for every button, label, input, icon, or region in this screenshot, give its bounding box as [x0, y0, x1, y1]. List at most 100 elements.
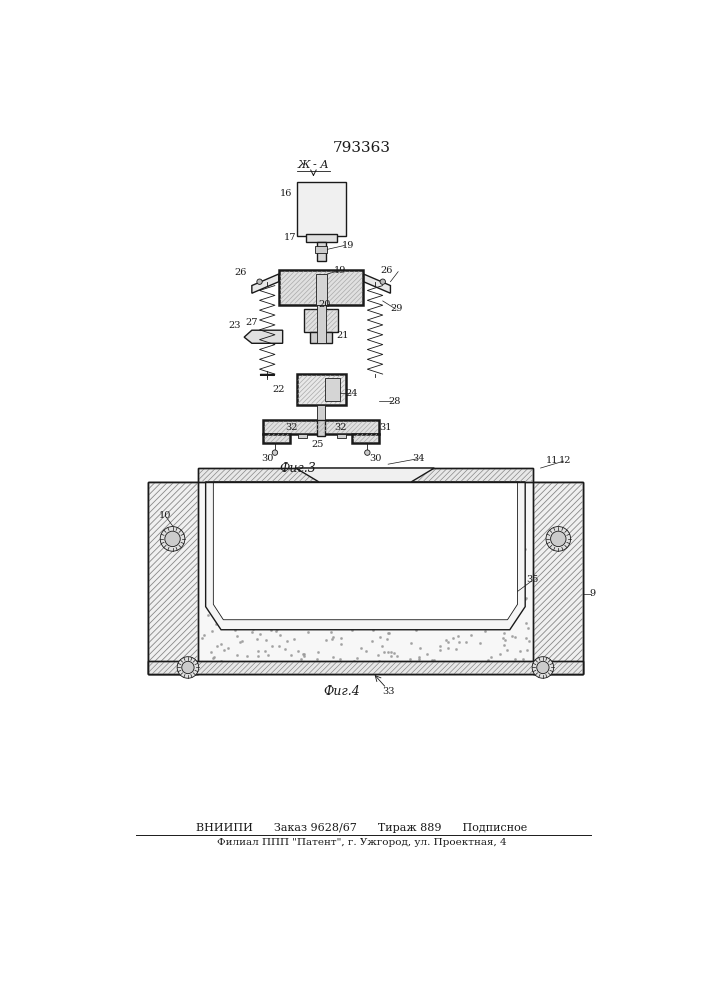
Point	[347, 599, 358, 615]
Point	[382, 625, 394, 641]
Point	[514, 599, 525, 615]
Point	[392, 648, 403, 664]
Point	[450, 520, 462, 536]
Point	[421, 615, 433, 631]
Point	[240, 577, 252, 593]
Bar	[352, 434, 379, 443]
Point	[462, 599, 474, 615]
Point	[346, 529, 358, 545]
Point	[422, 593, 433, 609]
Point	[209, 523, 221, 539]
Point	[358, 539, 369, 555]
Point	[322, 514, 333, 530]
Point	[296, 497, 308, 513]
Point	[426, 652, 438, 668]
Point	[407, 545, 418, 561]
Point	[398, 662, 409, 678]
Point	[480, 623, 491, 639]
Point	[404, 651, 415, 667]
Point	[478, 598, 489, 614]
Point	[426, 551, 437, 567]
Point	[342, 613, 354, 629]
Point	[231, 628, 243, 644]
Bar	[296, 374, 346, 405]
Point	[259, 522, 270, 538]
Point	[472, 559, 484, 575]
Point	[497, 630, 508, 646]
Point	[309, 498, 320, 514]
Point	[453, 634, 464, 650]
Bar	[310, 332, 332, 343]
Point	[356, 526, 367, 542]
Point	[380, 600, 391, 616]
Point	[334, 540, 346, 556]
Circle shape	[177, 657, 199, 678]
Point	[269, 516, 281, 532]
Point	[252, 648, 264, 664]
Point	[282, 484, 293, 500]
Point	[255, 548, 267, 564]
Point	[310, 655, 321, 671]
Point	[243, 527, 255, 543]
Point	[208, 649, 219, 665]
Bar	[533, 482, 583, 674]
Point	[415, 640, 426, 656]
Point	[206, 623, 218, 639]
Point	[281, 657, 292, 673]
Point	[275, 539, 286, 555]
Point	[262, 647, 274, 663]
Point	[276, 581, 288, 597]
Point	[460, 620, 471, 636]
Text: Фиг.4: Фиг.4	[324, 685, 361, 698]
Point	[255, 478, 266, 494]
Point	[277, 541, 288, 557]
Point	[496, 500, 508, 516]
Point	[327, 649, 339, 665]
Point	[416, 501, 427, 517]
Point	[378, 609, 390, 625]
Point	[288, 483, 300, 499]
Point	[362, 586, 373, 602]
Point	[216, 636, 227, 652]
Point	[243, 595, 254, 611]
Point	[352, 620, 363, 636]
Point	[334, 651, 346, 667]
Point	[425, 524, 436, 540]
Point	[225, 580, 236, 596]
Point	[498, 625, 510, 641]
Point	[455, 492, 467, 508]
Point	[280, 618, 291, 634]
Point	[366, 560, 378, 576]
Point	[467, 556, 478, 572]
Point	[271, 542, 283, 558]
Point	[334, 575, 346, 591]
Point	[326, 631, 337, 647]
Point	[359, 586, 370, 602]
Point	[459, 527, 470, 543]
Point	[488, 566, 499, 582]
Point	[210, 616, 221, 632]
Point	[203, 540, 214, 556]
Point	[200, 571, 211, 587]
Point	[277, 596, 288, 612]
Point	[423, 613, 435, 629]
Point	[365, 553, 376, 569]
Point	[392, 545, 404, 561]
Point	[442, 640, 453, 656]
Point	[243, 480, 254, 496]
Point	[279, 525, 290, 541]
Bar	[279, 270, 363, 305]
Point	[375, 563, 386, 579]
Point	[448, 630, 459, 646]
Point	[289, 608, 300, 624]
Bar	[148, 482, 198, 674]
Point	[484, 574, 496, 590]
Point	[477, 574, 488, 590]
Point	[375, 629, 386, 645]
Point	[329, 516, 341, 532]
Polygon shape	[363, 274, 390, 293]
Point	[207, 650, 218, 666]
Point	[440, 632, 452, 648]
Point	[341, 524, 353, 540]
Point	[335, 636, 346, 652]
